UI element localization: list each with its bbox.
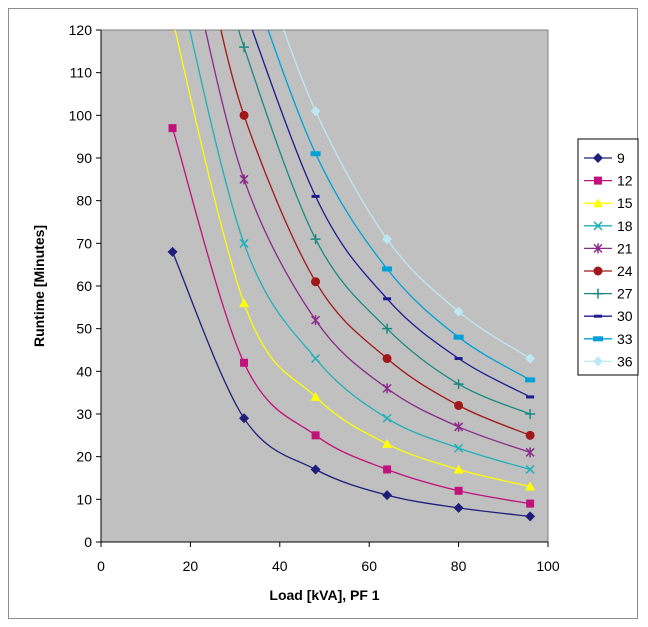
data-point-33 [310, 151, 321, 157]
y-tick-label: 20 [76, 449, 92, 465]
y-tick-label: 100 [69, 107, 93, 123]
data-point-12 [240, 358, 249, 367]
data-point-15 [453, 464, 464, 474]
data-point-9 [453, 502, 464, 513]
data-point-12 [311, 431, 320, 440]
data-point-36 [525, 353, 536, 364]
plot-area [100, 29, 549, 543]
legend-label-36: 36 [617, 353, 633, 369]
legend-marker-9 [593, 153, 603, 163]
data-point-15 [382, 438, 393, 448]
series-line-36 [283, 30, 531, 360]
y-tick-label: 0 [84, 534, 92, 550]
data-point-12 [526, 499, 535, 508]
data-point-15 [525, 481, 536, 491]
legend-marker-36 [593, 356, 603, 367]
legend-marker-33 [593, 336, 603, 342]
data-point-33 [453, 334, 464, 340]
data-point-27 [239, 42, 250, 53]
y-tick-label: 10 [76, 491, 92, 507]
legend-marker-30 [594, 314, 602, 318]
data-point-21 [311, 315, 321, 326]
data-point-27 [310, 234, 321, 245]
data-point-9 [167, 246, 178, 257]
x-tick-label: 80 [451, 558, 467, 574]
x-tick-label: 20 [183, 558, 199, 574]
y-axis-title: Runtime [Minutes] [31, 225, 47, 347]
data-point-21 [525, 447, 535, 458]
x-tick-label: 0 [97, 558, 105, 574]
data-point-36 [382, 234, 393, 245]
data-point-18 [525, 464, 535, 474]
legend-label-9: 9 [617, 150, 625, 166]
data-point-9 [239, 413, 250, 424]
y-tick-label: 60 [76, 278, 92, 294]
data-point-12 [168, 124, 177, 133]
legend-label-30: 30 [617, 308, 633, 324]
data-point-15 [310, 391, 321, 401]
data-point-33 [525, 377, 536, 383]
y-tick-label: 110 [70, 65, 93, 81]
data-point-27 [382, 323, 393, 334]
data-point-24 [311, 277, 321, 287]
legend-label-15: 15 [617, 195, 633, 211]
data-point-24 [382, 354, 392, 364]
series-line-30 [251, 30, 531, 398]
data-point-30 [383, 297, 392, 301]
data-point-21 [239, 174, 249, 185]
legend-marker-21 [593, 243, 603, 254]
data-point-18 [239, 238, 249, 248]
legend-label-27: 27 [617, 286, 633, 302]
x-tick-label: 100 [536, 558, 560, 574]
data-point-12 [454, 486, 463, 495]
x-tick-label: 60 [361, 558, 377, 574]
legend-label-33: 33 [617, 331, 633, 347]
legend-marker-12 [594, 176, 602, 185]
legend-label-24: 24 [617, 263, 633, 279]
data-point-33 [382, 266, 393, 272]
legend-label-18: 18 [617, 218, 633, 234]
data-point-30 [454, 357, 463, 361]
y-tick-label: 90 [76, 150, 92, 166]
data-point-27 [525, 409, 536, 419]
x-axis-title: Load [kVA], PF 1 [269, 587, 379, 603]
data-point-18 [454, 443, 464, 453]
data-point-9 [382, 490, 393, 501]
data-point-18 [382, 413, 392, 423]
legend-marker-15 [593, 198, 603, 208]
data-point-24 [239, 110, 249, 120]
y-tick-label: 40 [76, 363, 92, 379]
data-point-15 [239, 298, 250, 308]
data-point-12 [383, 465, 392, 474]
legend-marker-27 [593, 288, 603, 299]
data-point-21 [454, 421, 464, 432]
data-point-24 [454, 400, 464, 410]
y-tick-label: 70 [76, 235, 92, 251]
data-point-30 [526, 395, 535, 399]
x-tick-label: 40 [272, 558, 288, 574]
y-tick-label: 50 [76, 321, 92, 337]
data-point-21 [382, 383, 392, 394]
data-point-9 [310, 464, 321, 475]
legend [577, 138, 639, 376]
legend-marker-24 [593, 266, 603, 276]
series-markers [167, 42, 536, 522]
data-point-9 [525, 511, 536, 522]
data-point-30 [311, 194, 320, 198]
legend-label-12: 12 [617, 173, 633, 189]
y-tick-label: 80 [76, 193, 92, 209]
data-point-24 [525, 430, 535, 440]
data-point-36 [453, 306, 464, 317]
data-point-18 [311, 354, 321, 364]
y-tick-label: 120 [69, 22, 93, 38]
series-line-33 [267, 30, 531, 381]
y-tick-label: 30 [76, 406, 92, 422]
data-point-27 [453, 379, 464, 390]
legend-marker-18 [593, 221, 603, 231]
legend-label-21: 21 [617, 240, 633, 256]
data-point-36 [310, 106, 321, 117]
